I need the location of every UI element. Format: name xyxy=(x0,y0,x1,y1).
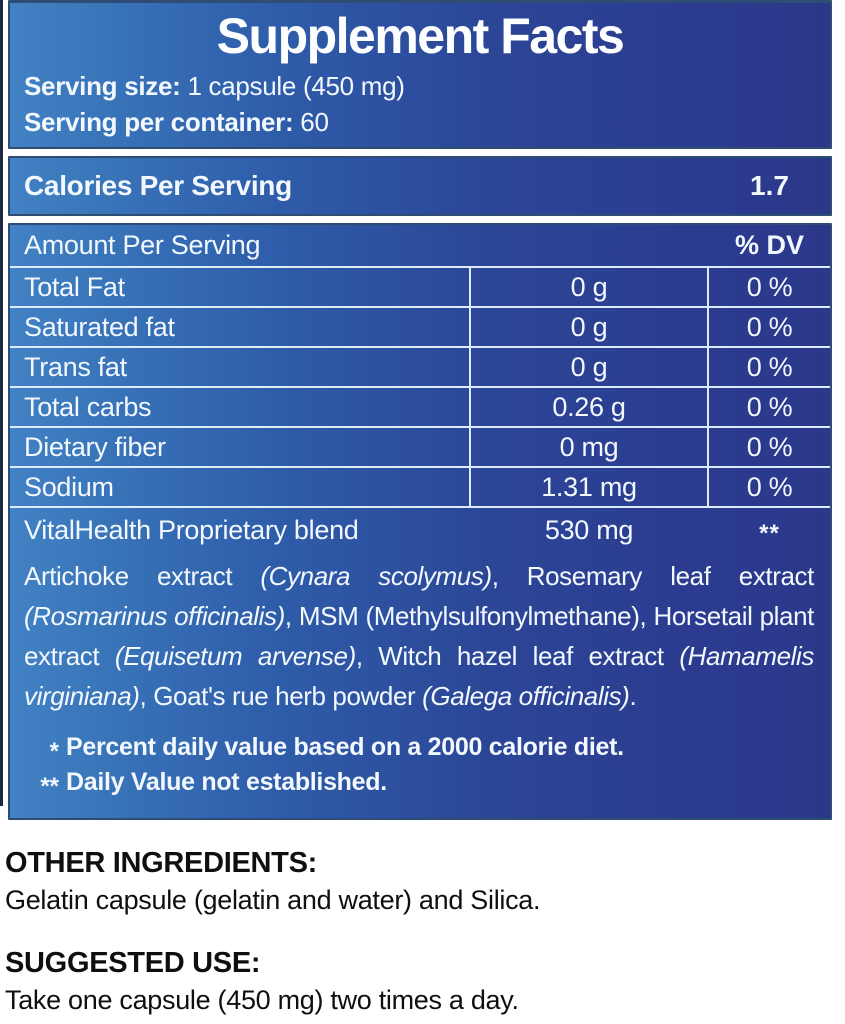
other-ingredients-text: Gelatin capsule (gelatin and water) and … xyxy=(5,885,541,915)
footnote-line: * Percent daily value based on a 2000 ca… xyxy=(30,730,820,765)
percent-dv-header: % DV xyxy=(734,230,805,260)
label-left-edge xyxy=(0,0,3,806)
suggested-use-text: Take one capsule (450 mg) two times a da… xyxy=(5,985,519,1015)
nutrient-name: Saturated fat xyxy=(24,311,175,342)
nutrient-name: Total carbs xyxy=(24,391,152,422)
nutrient-dv: 0 % xyxy=(746,271,793,302)
nutrient-dv: 0 % xyxy=(746,471,793,502)
nutrient-amount: 1.31 mg xyxy=(469,468,709,506)
suggested-use-heading: SUGGESTED USE: xyxy=(5,947,261,979)
latin-name: (Galega officinalis) xyxy=(422,681,630,711)
latin-name: (Rosmarinus officinalis) xyxy=(24,601,285,631)
footnote-line: ** Daily Value not established. xyxy=(30,765,820,800)
nutrient-row: Sodium 1.31 mg 0 % xyxy=(10,468,830,508)
header-panel: Supplement Facts Serving size: 1 capsule… xyxy=(8,0,832,149)
servings-per-container-line: Serving per container: 60 xyxy=(24,107,816,137)
calories-value: 1.7 xyxy=(750,170,789,201)
blend-text-segment: , Rosemary leaf extract xyxy=(491,561,815,591)
suggested-use-section: SUGGESTED USE: Take one capsule (450 mg)… xyxy=(5,946,519,1016)
servings-per-container-label: Serving per container: xyxy=(24,107,294,137)
blend-text-segment: . xyxy=(629,681,637,711)
blend-text-segment: , MSM (Methylsulfonylmethane), Horsetail… xyxy=(24,601,814,671)
nutrient-name: Trans fat xyxy=(24,351,127,382)
nutrient-amount: 0 g xyxy=(469,268,709,306)
blend-text-segment: Artichoke extract xyxy=(24,561,261,591)
footnote-marker: ** xyxy=(40,773,59,800)
servings-per-container-value: 60 xyxy=(300,107,329,137)
blend-amount: 530 mg xyxy=(544,514,634,545)
nutrient-row: Saturated fat 0 g 0 % xyxy=(10,308,830,348)
nutrient-amount: 0 g xyxy=(469,308,709,346)
footnote-marker: * xyxy=(49,738,59,765)
calories-panel: Calories Per Serving 1.7 xyxy=(8,156,832,216)
footnote-text: Daily Value not established. xyxy=(66,768,387,796)
nutrient-name: Sodium xyxy=(24,471,114,502)
nutrient-row: Dietary fiber 0 mg 0 % xyxy=(10,428,830,468)
calories-label: Calories Per Serving xyxy=(24,170,292,201)
latin-name: (Equisetum arvense) xyxy=(114,641,356,671)
footnotes: * Percent daily value based on a 2000 ca… xyxy=(10,718,830,806)
blend-name: VitalHealth Proprietary blend xyxy=(24,514,359,545)
serving-size-value: 1 capsule (450 mg) xyxy=(187,71,405,101)
nutrient-row: Total carbs 0.26 g 0 % xyxy=(10,388,830,428)
blend-text-segment: , Witch hazel leaf extract xyxy=(355,641,680,671)
serving-size-label: Serving size: xyxy=(24,71,181,101)
nutrient-name: Dietary fiber xyxy=(24,431,166,462)
proprietary-blend-row: VitalHealth Proprietary blend 530 mg ** xyxy=(10,508,830,552)
other-ingredients-section: OTHER INGREDIENTS: Gelatin capsule (gela… xyxy=(5,846,541,916)
nutrient-row: Total Fat 0 g 0 % xyxy=(10,268,830,308)
blend-dv-marker: ** xyxy=(759,520,780,547)
serving-size-line: Serving size: 1 capsule (450 mg) xyxy=(24,71,816,101)
nutrient-name: Total Fat xyxy=(24,271,125,302)
supplement-facts-panel: Supplement Facts Serving size: 1 capsule… xyxy=(8,0,832,820)
nutrient-row: Trans fat 0 g 0 % xyxy=(10,348,830,388)
nutrient-dv: 0 % xyxy=(746,431,793,462)
page-title: Supplement Facts xyxy=(216,8,625,64)
other-ingredients-heading: OTHER INGREDIENTS: xyxy=(5,847,318,879)
nutrient-dv: 0 % xyxy=(746,391,793,422)
latin-name: (Cynara scolymus) xyxy=(260,561,492,591)
nutrient-dv: 0 % xyxy=(746,311,793,342)
latin-name: (Hamamelis virginiana) xyxy=(24,641,814,711)
nutrients-panel: Amount Per Serving % DV Total Fat 0 g 0 … xyxy=(8,223,832,820)
nutrient-amount: 0 g xyxy=(469,348,709,386)
blend-description: Artichoke extract (Cynara scolymus), Ros… xyxy=(10,552,830,718)
nutrient-rows: Total Fat 0 g 0 % Saturated fat 0 g 0 % … xyxy=(10,268,830,508)
footnote-text: Percent daily value based on a 2000 calo… xyxy=(66,733,624,761)
nutrient-amount: 0 mg xyxy=(469,428,709,466)
table-header-row: Amount Per Serving % DV xyxy=(10,225,830,268)
amount-per-serving-header: Amount Per Serving xyxy=(24,230,261,260)
nutrient-dv: 0 % xyxy=(746,351,793,382)
nutrient-amount: 0.26 g xyxy=(469,388,709,426)
blend-text-segment: , Goat's rue herb powder xyxy=(139,681,423,711)
